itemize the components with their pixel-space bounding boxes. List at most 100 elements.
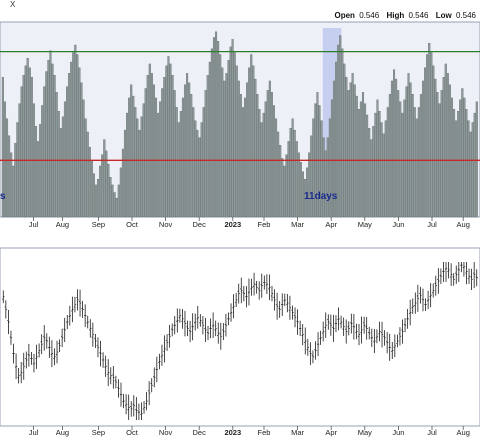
price-bar: [222, 323, 225, 340]
price-bar: [408, 299, 412, 326]
top-bar: [328, 118, 331, 218]
top-bar: [378, 111, 381, 218]
left-tag: s: [0, 191, 6, 202]
price-bar: [150, 378, 153, 393]
x-tick-label: Aug: [56, 428, 69, 437]
price-bar: [86, 315, 89, 329]
top-bar: [30, 76, 33, 218]
top-bar: [357, 109, 360, 218]
top-bar: [448, 84, 451, 218]
x-tick-label: Sep: [92, 428, 105, 437]
price-bar: [368, 326, 371, 340]
price-bar: [357, 324, 361, 346]
price-bar: [252, 272, 256, 296]
top-bar: [382, 133, 385, 218]
top-bar: [225, 73, 228, 218]
price-bar: [345, 319, 348, 344]
price-bar: [393, 334, 397, 358]
price-bar: [145, 391, 148, 411]
high-value: 0.546: [408, 11, 429, 20]
price-bar: [378, 321, 381, 342]
price-bar: [199, 314, 202, 327]
top-bar: [66, 86, 69, 218]
price-bars: [2, 262, 478, 420]
highlight-tag: 11days: [304, 191, 338, 202]
price-bar: [178, 308, 182, 323]
top-bar: [94, 184, 98, 218]
top-bar: [281, 158, 284, 218]
top-bar: [256, 94, 259, 218]
price-bar: [63, 317, 66, 343]
top-bar: [175, 107, 178, 218]
x-tick-label: Apr: [325, 220, 337, 229]
top-bar: [121, 148, 124, 218]
top-bar: [268, 80, 271, 218]
price-bar: [83, 304, 87, 328]
top-bar: [376, 99, 379, 218]
top-bar: [277, 131, 280, 218]
bottom-x-axis: Jul Aug Sep Oct Nov Dec 2023 Feb Mar Apr May Jun Jul…: [29, 426, 470, 437]
top-bar: [434, 78, 437, 218]
top-bar: [80, 82, 83, 218]
price-bar: [119, 382, 123, 407]
top-bar: [132, 95, 135, 218]
price-bar: [45, 333, 48, 349]
top-bar: [239, 94, 242, 218]
price-bar: [350, 313, 353, 334]
price-bar: [434, 275, 437, 296]
top-bar: [123, 129, 127, 218]
price-bar: [398, 327, 402, 346]
top-bar: [442, 76, 445, 218]
top-bar: [419, 94, 422, 218]
price-bar: [385, 331, 389, 354]
price-bar: [411, 298, 414, 314]
top-bar: [415, 118, 418, 218]
top-bar: [82, 99, 85, 218]
top-bar: [337, 44, 340, 218]
bottom-plot-area: [0, 247, 480, 427]
top-bar: [283, 165, 286, 218]
price-bar: [66, 315, 69, 330]
price-bar: [183, 310, 187, 337]
top-bar: [10, 152, 13, 218]
top-bar: [386, 107, 389, 218]
top-bar: [322, 137, 325, 218]
top-bar: [421, 80, 425, 218]
top-bar: [254, 78, 257, 218]
price-bar: [419, 286, 422, 304]
top-bar: [39, 124, 42, 218]
top-bar: [237, 80, 240, 218]
price-bar: [48, 336, 51, 358]
price-bar: [196, 305, 199, 329]
top-bar: [306, 167, 309, 218]
top-bar: [248, 67, 251, 218]
top-bar: [51, 63, 54, 218]
price-bar: [50, 340, 54, 368]
low-label: Low: [436, 11, 453, 20]
price-bar: [147, 381, 151, 406]
top-bar: [293, 129, 296, 218]
top-bar: [351, 73, 354, 218]
top-bar: [210, 48, 213, 218]
price-bar: [132, 395, 135, 417]
top-bar: [446, 73, 449, 218]
top-bar: [8, 135, 11, 218]
top-bar: [246, 82, 249, 218]
price-bar: [324, 312, 327, 338]
top-bar: [128, 97, 131, 218]
top-bar: [57, 111, 60, 218]
top-bar: [390, 80, 393, 218]
top-bar: [78, 67, 81, 218]
top-bar: [212, 37, 216, 218]
top-bar: [343, 63, 346, 218]
top-bar: [366, 114, 369, 218]
x-tick-label: Aug: [457, 220, 470, 229]
price-bar: [306, 338, 310, 356]
price-bar: [432, 283, 435, 298]
price-bar: [465, 262, 468, 285]
x-tick-label: Apr: [325, 428, 337, 437]
top-bar: [109, 177, 112, 218]
price-bar: [76, 289, 79, 311]
price-bar: [30, 352, 33, 365]
top-bar: [461, 88, 464, 218]
